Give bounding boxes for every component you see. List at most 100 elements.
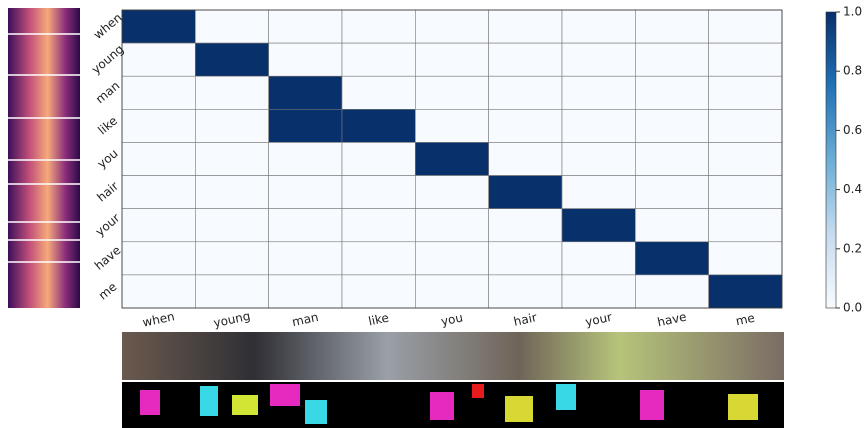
cell: [268, 75, 343, 110]
cell: [341, 42, 416, 77]
cell: [561, 42, 636, 77]
cell: [195, 208, 269, 243]
cell: [635, 75, 709, 110]
y-tick-label: when: [91, 10, 125, 42]
y-tick-label: have: [92, 243, 124, 273]
video-frames: [122, 332, 784, 428]
colorbar-tick-label: 0.2: [843, 241, 862, 255]
cell: [635, 9, 709, 44]
cell: [121, 241, 196, 276]
y-tick-label: hair: [94, 179, 121, 205]
cell: [268, 241, 343, 276]
cell: [195, 9, 269, 44]
cell: [708, 142, 783, 176]
cell: [341, 208, 416, 243]
x-tick-label: your: [584, 310, 613, 329]
cell: [121, 274, 196, 309]
spectrogram: [8, 8, 80, 308]
cell: [488, 274, 563, 309]
cell: [195, 142, 269, 176]
y-tick-label: young: [89, 42, 127, 77]
cell: [415, 142, 489, 176]
cell: [635, 109, 709, 143]
x-tick-label: man: [291, 310, 320, 329]
cell: [341, 175, 416, 209]
cell: [635, 241, 709, 276]
colorbar-tick-label: 0.4: [843, 182, 862, 196]
cell: [635, 175, 709, 209]
cell: [708, 9, 783, 44]
cell: [341, 274, 416, 309]
cell: [561, 109, 636, 143]
colorbar-tick-label: 0.6: [843, 123, 862, 137]
cell: [121, 75, 196, 110]
x-tick-label: you: [440, 310, 464, 328]
cell: [415, 274, 489, 309]
cell: [708, 175, 783, 209]
plot-frame: [121, 9, 783, 309]
colorbar-tick-label: 1.0: [843, 5, 862, 19]
cell: [561, 9, 636, 44]
cell: [268, 109, 343, 143]
cell: [488, 109, 563, 143]
cell: [195, 42, 269, 77]
cell: [341, 9, 416, 44]
cell: [415, 208, 489, 243]
cell: [561, 241, 636, 276]
cell: [195, 175, 269, 209]
cell: [635, 42, 709, 77]
y-tick-label: man: [93, 78, 122, 106]
cell: [561, 142, 636, 176]
cell: [708, 274, 783, 309]
x-tick-label: young: [212, 309, 251, 330]
cell: [561, 208, 636, 243]
colorbar-scale: [825, 11, 837, 309]
cell: [121, 109, 196, 143]
cell: [121, 142, 196, 176]
cell: [488, 9, 563, 44]
cell: [488, 42, 563, 77]
cell: [415, 175, 489, 209]
y-tick-label: me: [96, 280, 120, 303]
x-tick-label: hair: [512, 310, 538, 329]
cell: [268, 42, 343, 77]
cell: [268, 142, 343, 176]
cell: [268, 274, 343, 309]
x-tick-label: like: [367, 311, 390, 329]
cell: [268, 175, 343, 209]
x-tick-label: have: [656, 310, 688, 330]
cell: [121, 175, 196, 209]
colorbar-tick-label: 0.8: [843, 64, 862, 78]
cell: [195, 274, 269, 309]
cell: [195, 241, 269, 276]
y-tick-label: like: [95, 114, 120, 138]
y-tick-label: you: [95, 146, 121, 171]
cell: [488, 75, 563, 110]
cell: [561, 175, 636, 209]
cell: [708, 109, 783, 143]
cell: [415, 42, 489, 77]
cell: [195, 75, 269, 110]
cell: [561, 75, 636, 110]
y-tick-label: your: [93, 211, 123, 239]
cell: [488, 208, 563, 243]
colorbar: 0.0 0.2 0.4 0.6 0.8 1.0: [825, 5, 862, 315]
x-tick-label: when: [141, 309, 176, 329]
cell: [341, 241, 416, 276]
cell: [635, 208, 709, 243]
cell: [708, 75, 783, 110]
cell: [195, 109, 269, 143]
cell: [488, 142, 563, 176]
cell: [635, 142, 709, 176]
cell: [708, 42, 783, 77]
cell: [121, 208, 196, 243]
cell: [708, 241, 783, 276]
cell: [341, 109, 416, 143]
cell: [488, 241, 563, 276]
cell: [415, 109, 489, 143]
x-tick-label: me: [734, 311, 756, 329]
cell: [121, 9, 196, 44]
cell: [488, 175, 563, 209]
